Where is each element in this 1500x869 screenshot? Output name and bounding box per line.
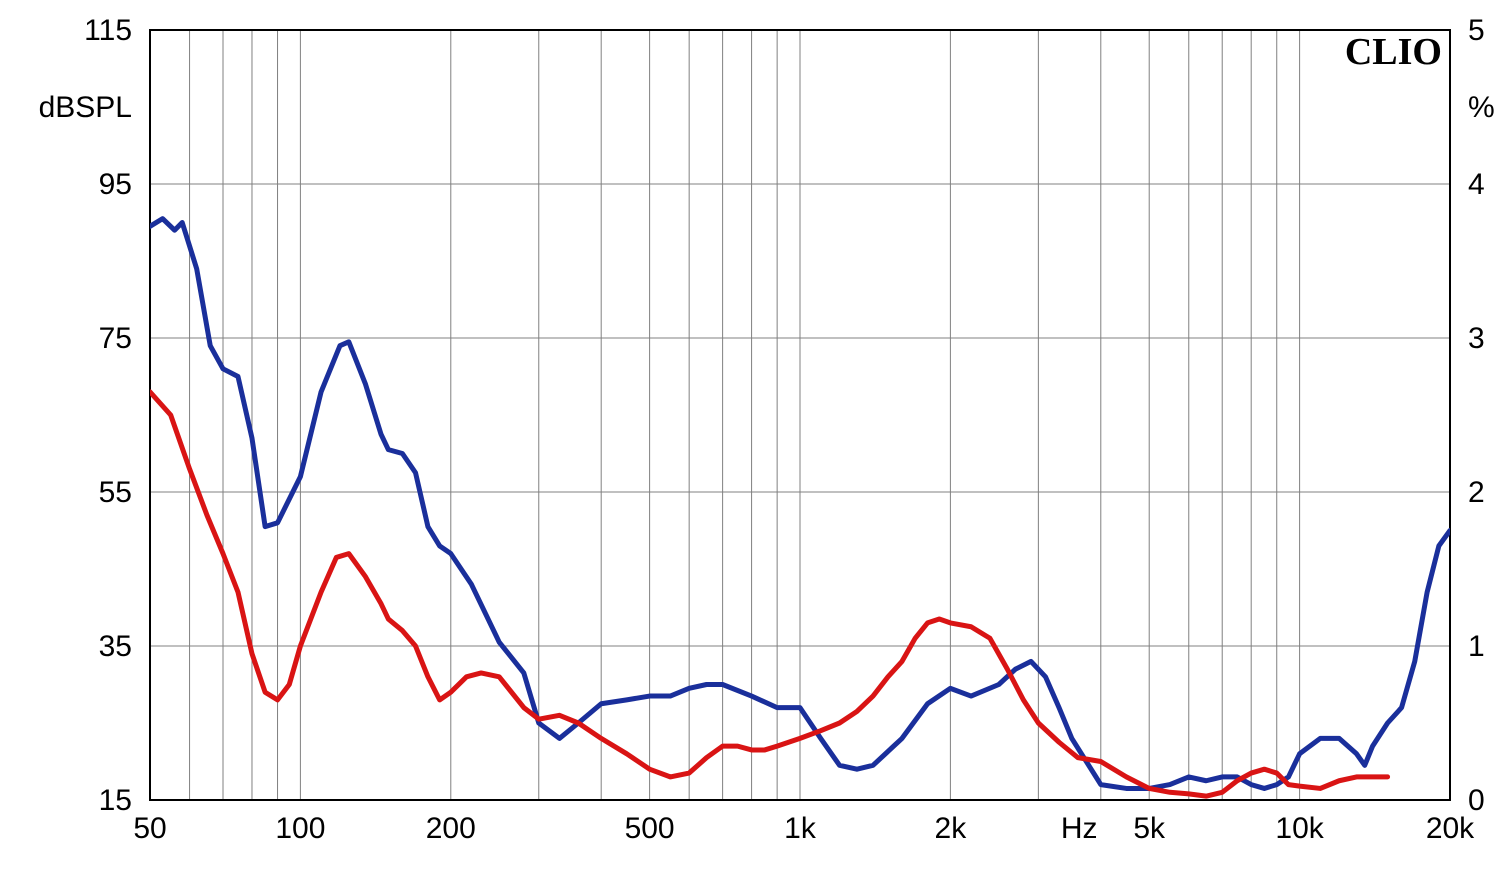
y-left-tick: 95 bbox=[99, 168, 132, 201]
y-right-label: % bbox=[1468, 91, 1495, 124]
y-right-tick: 3 bbox=[1468, 322, 1485, 355]
x-tick: 100 bbox=[275, 812, 325, 845]
x-axis-unit-label: Hz bbox=[1061, 812, 1098, 845]
x-tick: 1k bbox=[784, 812, 817, 845]
frequency-response-chart: 1535557595115dBSPL012345%501002005001k2k… bbox=[0, 0, 1500, 869]
x-tick: 10k bbox=[1275, 812, 1324, 845]
y-right-tick: 4 bbox=[1468, 168, 1485, 201]
x-tick: 2k bbox=[935, 812, 968, 845]
x-tick: 50 bbox=[133, 812, 166, 845]
y-right-tick: 5 bbox=[1468, 14, 1485, 47]
y-left-label: dBSPL bbox=[39, 91, 132, 124]
y-left-tick: 15 bbox=[99, 784, 132, 817]
y-left-tick: 55 bbox=[99, 476, 132, 509]
y-right-tick: 2 bbox=[1468, 476, 1485, 509]
x-tick: 500 bbox=[625, 812, 675, 845]
x-tick: 20k bbox=[1426, 812, 1475, 845]
chart-container: 1535557595115dBSPL012345%501002005001k2k… bbox=[0, 0, 1500, 869]
y-left-tick: 35 bbox=[99, 630, 132, 663]
y-right-tick: 1 bbox=[1468, 630, 1485, 663]
x-tick: 5k bbox=[1133, 812, 1166, 845]
y-left-tick: 75 bbox=[99, 322, 132, 355]
watermark: CLIO bbox=[1345, 31, 1442, 73]
y-left-tick: 115 bbox=[84, 14, 132, 47]
x-tick: 200 bbox=[426, 812, 476, 845]
